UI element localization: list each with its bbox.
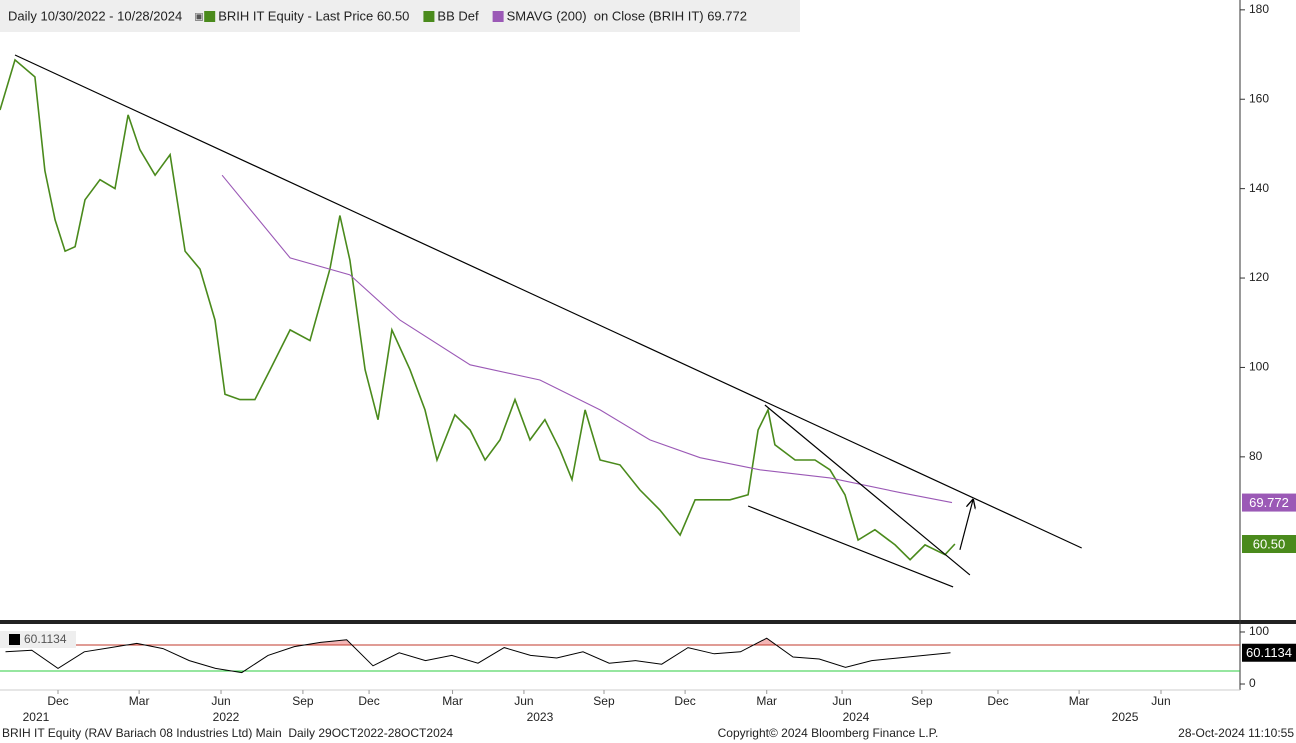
y-tick-label: 100 — [1249, 624, 1269, 638]
x-tick-label: Dec — [987, 694, 1008, 708]
x-tick-label: Dec — [47, 694, 68, 708]
last-value-box — [1242, 535, 1296, 554]
x-tick-label: Sep — [593, 694, 615, 708]
legend-label: BB Def — [437, 8, 479, 23]
y-tick-label: 160 — [1249, 91, 1269, 105]
year-label: 2025 — [1112, 710, 1139, 724]
y-tick-label: 0 — [1249, 676, 1256, 690]
year-label: 2023 — [527, 710, 554, 724]
x-tick-label: Jun — [1151, 694, 1170, 708]
footer-left: BRIH IT Equity (RAV Bariach 08 Industrie… — [2, 726, 453, 740]
legend-swatch — [204, 11, 216, 22]
trendline — [764, 404, 971, 576]
sma-line — [221, 174, 953, 504]
last-value-label: 69.772 — [1249, 495, 1289, 510]
last-value-label: 60.50 — [1253, 536, 1286, 551]
legend-label: BRIH IT Equity - Last Price 60.50 — [218, 8, 409, 23]
legend-label: SMAVG (200) on Close (BRIH IT) 69.772 — [507, 8, 747, 23]
price-line — [0, 58, 956, 561]
rsi-area — [0, 637, 1240, 674]
y-tick-label: 140 — [1249, 181, 1269, 195]
x-tick-label: Mar — [129, 694, 150, 708]
x-tick-label: Dec — [358, 694, 379, 708]
trendline — [747, 505, 954, 588]
rsi-line — [5, 637, 951, 674]
trendline — [14, 54, 1082, 549]
legend-swatch — [423, 11, 435, 22]
arrow — [959, 500, 973, 550]
x-tick-label: Jun — [211, 694, 230, 708]
y-tick-label: 180 — [1249, 2, 1269, 16]
legend-swatch — [492, 11, 504, 22]
x-tick-label: Mar — [442, 694, 463, 708]
y-tick-label: 120 — [1249, 270, 1269, 284]
x-tick-label: Jun — [832, 694, 851, 708]
rsi-legend-label: 60.1134 — [24, 632, 67, 646]
x-tick-label: Sep — [911, 694, 933, 708]
year-label: 2022 — [213, 710, 240, 724]
legend-bg — [0, 0, 800, 32]
rsi-legend-swatch — [9, 634, 20, 645]
footer-right: 28-Oct-2024 11:10:55 — [1178, 726, 1294, 740]
x-tick-label: Mar — [1069, 694, 1090, 708]
x-tick-label: Mar — [756, 694, 777, 708]
footer-center: Copyright© 2024 Bloomberg Finance L.P. — [718, 726, 939, 740]
last-value-box — [1242, 643, 1296, 662]
legend-icon: ▣ — [194, 12, 203, 23]
year-label: 2021 — [23, 710, 50, 724]
x-tick-label: Sep — [292, 694, 314, 708]
year-label: 2024 — [843, 710, 870, 724]
rsi-zone — [126, 638, 777, 645]
y-tick-label: 80 — [1249, 449, 1263, 463]
x-tick-label: Dec — [674, 694, 695, 708]
rsi-zone — [231, 671, 245, 673]
plot-area — [0, 54, 1082, 588]
last-value-label: 60.1134 — [1246, 645, 1292, 660]
legend-header: Daily 10/30/2022 - 10/28/2024 — [8, 8, 182, 23]
last-value-box — [1242, 493, 1296, 512]
panel-separator — [0, 620, 1296, 624]
x-tick-label: Jun — [514, 694, 533, 708]
y-tick-label: 100 — [1249, 360, 1269, 374]
